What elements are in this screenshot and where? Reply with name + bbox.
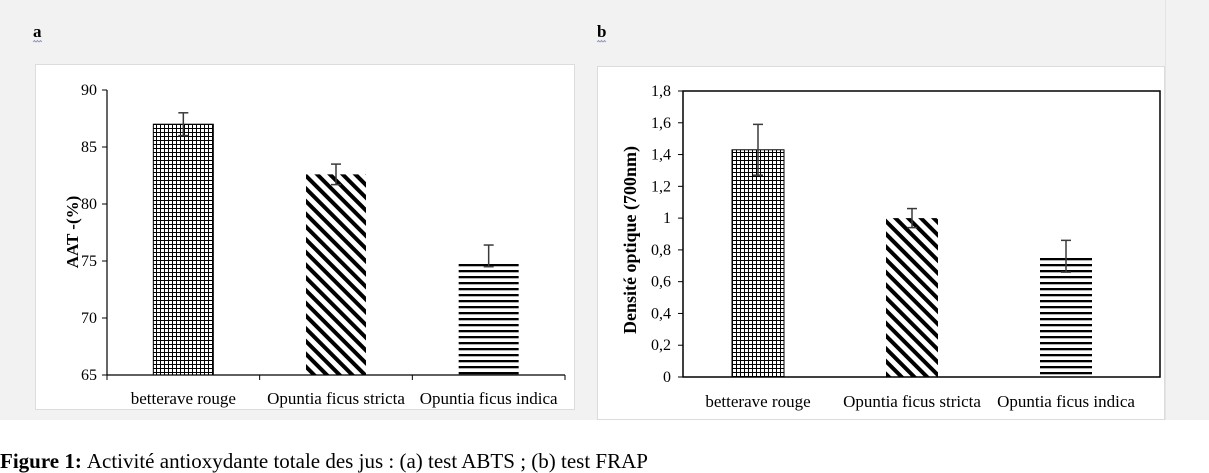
bar-opuntia-ficus-stricta — [306, 174, 366, 375]
y-tick-label: 80 — [81, 196, 97, 213]
x-category-label: Opuntia ficus indica — [997, 392, 1135, 411]
bar-charts: a AAT -(%) 65 70 75 80 85 90 betterave rouge Opun… — [32, 22, 1161, 411]
y-tick-label: 1,4 — [651, 147, 671, 164]
error-bar-opuntia-ficus-stricta — [907, 207, 917, 229]
x-category-label: betterave rouge — [131, 389, 236, 408]
error-bar-opuntia-ficus-indica — [1061, 239, 1071, 273]
caption-text: Activité antioxydante totale des jus : (… — [86, 449, 648, 473]
figure-caption: Figure 1: Activité antioxydante totale de… — [0, 451, 648, 472]
y-tick-label: 1,2 — [651, 178, 671, 195]
chart-b: b Densité optique (700nm) 0 0,2 0,4 0,6 0,8 1 1,… — [596, 22, 1161, 411]
y-tick-label: 1,8 — [651, 83, 671, 100]
panel-label: b — [597, 22, 606, 41]
plot-frame — [682, 90, 1161, 378]
bar-betterave-rouge — [731, 149, 785, 378]
spellcheck-underline — [596, 39, 607, 43]
y-tick-label: 0,2 — [651, 337, 671, 354]
y-axis-label: AAT -(%) — [63, 196, 82, 269]
y-tick-label: 70 — [81, 310, 97, 327]
x-category-label: betterave rouge — [705, 392, 810, 411]
bar-opuntia-ficus-indica — [1040, 256, 1092, 377]
y-tick-label: 1,6 — [651, 115, 671, 132]
y-tick-label: 0,6 — [651, 274, 671, 291]
x-category-label: Opuntia ficus stricta — [267, 389, 405, 408]
error-bar-opuntia-ficus-stricta — [331, 163, 341, 186]
y-tick-label: 0,4 — [651, 305, 671, 322]
error-bar-opuntia-ficus-indica — [483, 244, 494, 268]
x-category-label: Opuntia ficus indica — [420, 389, 558, 408]
y-tick-label: 0,8 — [651, 242, 671, 259]
y-tick-label: 75 — [81, 253, 97, 270]
bar-opuntia-ficus-stricta — [886, 218, 938, 377]
error-bar-betterave-rouge — [178, 112, 189, 137]
chart-a: a AAT -(%) 65 70 75 80 85 90 betterave rouge Opun… — [32, 22, 566, 408]
caption-label: Figure 1: — [0, 449, 82, 473]
y-tick-label: 85 — [81, 139, 97, 156]
error-bar-betterave-rouge — [753, 123, 763, 176]
y-axis-label: Densité optique (700nm) — [620, 146, 641, 334]
spellcheck-underline — [32, 39, 43, 43]
bar-opuntia-ficus-indica — [458, 261, 519, 375]
y-tick-label: 0 — [663, 369, 671, 386]
y-tick-label: 1 — [663, 210, 671, 227]
bar-betterave-rouge — [152, 123, 214, 376]
y-tick-label: 90 — [81, 82, 97, 99]
y-tick-label: 65 — [81, 367, 97, 384]
cell-border — [1165, 0, 1166, 420]
panel-label: a — [33, 22, 42, 41]
x-category-label: Opuntia ficus stricta — [843, 392, 981, 411]
